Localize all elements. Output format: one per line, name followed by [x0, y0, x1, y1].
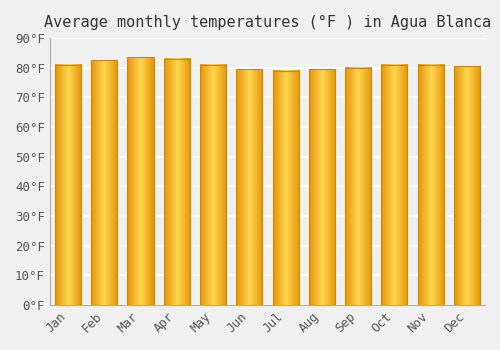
- Bar: [309, 69, 335, 305]
- Bar: [272, 71, 298, 305]
- Bar: [382, 65, 407, 305]
- Bar: [128, 57, 154, 305]
- Bar: [236, 69, 262, 305]
- Bar: [345, 68, 371, 305]
- Bar: [418, 65, 444, 305]
- Bar: [454, 66, 480, 305]
- Bar: [55, 65, 81, 305]
- Bar: [200, 65, 226, 305]
- Title: Average monthly temperatures (°F ) in Agua Blanca: Average monthly temperatures (°F ) in Ag…: [44, 15, 491, 30]
- Bar: [164, 59, 190, 305]
- Bar: [91, 60, 118, 305]
